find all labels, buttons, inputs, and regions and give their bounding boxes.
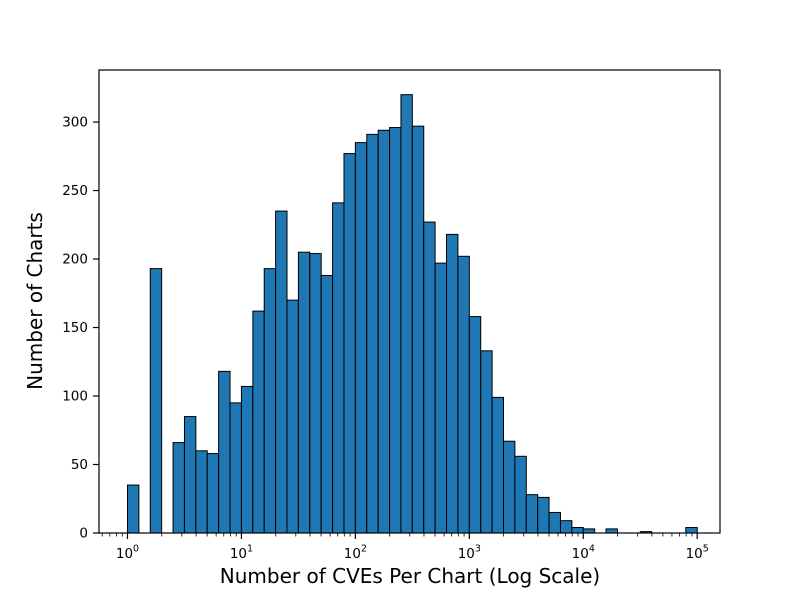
histogram-bar <box>218 370 231 534</box>
x-tick-label: 105 <box>686 544 709 563</box>
histogram-bar <box>195 450 208 534</box>
y-tick-label: 50 <box>71 457 88 473</box>
histogram-bar <box>320 274 334 534</box>
histogram-bar <box>446 233 459 534</box>
histogram-bar <box>503 440 516 534</box>
histogram-bar <box>366 133 379 534</box>
y-axis-label: Number of Charts <box>23 212 47 390</box>
histogram-bar <box>149 268 163 534</box>
x-axis-label: Number of CVEs Per Chart (Log Scale) <box>219 564 601 588</box>
x-tick-label: 100 <box>116 544 139 563</box>
histogram-bar <box>423 221 436 534</box>
y-tick-label: 100 <box>62 389 88 405</box>
histogram-bar <box>571 527 584 534</box>
y-tick-label: 300 <box>62 115 88 131</box>
y-tick-label: 150 <box>62 320 88 336</box>
histogram-bar <box>343 153 356 534</box>
histogram-bar <box>263 268 277 534</box>
histogram-bar <box>286 299 299 534</box>
histogram-bar <box>183 416 197 534</box>
histogram-bar <box>172 442 185 534</box>
histogram-bar <box>514 455 527 534</box>
histogram-bar <box>605 528 618 534</box>
histogram-bar <box>480 350 493 534</box>
histogram-bar <box>354 142 368 534</box>
x-tick-label: 103 <box>458 544 481 563</box>
histogram-bar <box>297 251 311 534</box>
histogram-bar <box>252 310 265 534</box>
y-tick-label: 250 <box>62 183 88 199</box>
histogram-bar <box>309 253 322 534</box>
x-tick-label: 102 <box>344 544 367 563</box>
histogram-bar <box>525 494 539 534</box>
histogram-bar <box>537 496 550 534</box>
histogram-bar <box>229 402 242 534</box>
histogram-bar <box>377 129 391 534</box>
histogram-bar <box>332 202 345 534</box>
histogram-bar <box>389 127 402 534</box>
histogram-bar <box>685 527 698 534</box>
x-tick-label: 104 <box>572 544 595 563</box>
histogram-bar <box>206 453 220 534</box>
histogram-bar <box>559 520 573 534</box>
histogram-bar <box>457 255 470 534</box>
histogram-bar <box>582 528 596 534</box>
histogram-bar <box>491 396 504 534</box>
x-tick-label: 101 <box>230 544 253 563</box>
histogram-bar <box>548 511 561 534</box>
histogram-bar <box>126 484 140 534</box>
y-tick-label: 200 <box>62 252 88 268</box>
histogram-bar <box>411 125 425 534</box>
plot-frame <box>98 69 721 534</box>
histogram-bar <box>240 385 254 534</box>
histogram-bar <box>434 262 448 534</box>
histogram-bar <box>400 94 413 534</box>
histogram-bar <box>275 210 288 534</box>
y-tick-label: 0 <box>79 526 88 542</box>
histogram-bar <box>468 316 482 534</box>
